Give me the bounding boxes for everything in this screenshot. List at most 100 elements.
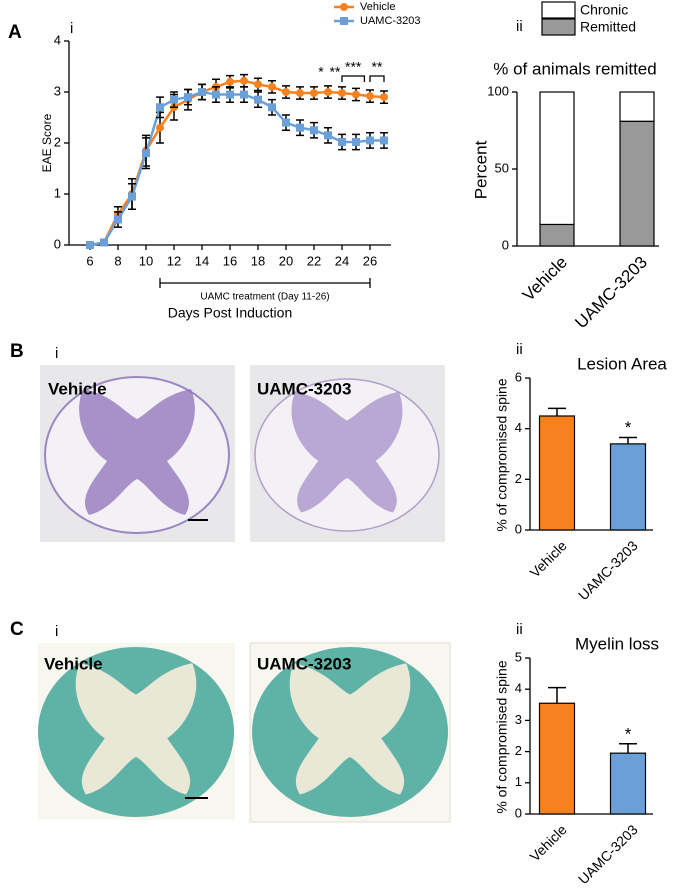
bar [609,752,647,815]
point [282,118,290,127]
x-tick-label: 16 [223,253,237,268]
point [268,82,276,91]
x-tick-label: 10 [139,253,153,268]
image-label: UAMC-3203 [257,379,351,398]
subpanel-label: i [55,345,58,362]
grey-matter [75,663,197,795]
x-tick-label: 20 [279,253,293,268]
x-tick-label: 14 [195,253,209,268]
y-tick-label: 1 [54,185,61,200]
subpanel-label: ii [516,341,523,358]
point [324,88,332,96]
significance-bracket [369,75,385,82]
x-tick-label: 24 [335,253,349,268]
point [142,149,150,158]
point [226,77,234,86]
point [198,88,206,96]
x-tick-label: Vehicle [526,821,569,864]
point [170,95,178,104]
x-axis-label: Days Post Induction [168,305,293,321]
point [240,90,248,99]
significance-label: ** [372,59,383,75]
y-axis-label: % of compromised spine [494,378,510,532]
point [184,93,192,102]
chart-title: Myelin loss [575,634,659,653]
micrograph-c [38,642,451,823]
point [338,89,346,98]
significance-label: * [625,724,632,743]
point [310,89,318,98]
significance-label: ** [330,64,341,80]
point [296,123,304,132]
y-tick-label: 6 [515,369,522,384]
point [268,103,276,112]
image-label: Vehicle [48,379,107,398]
series-line [89,79,385,247]
error-bar [619,743,637,754]
x-tick-label: 26 [363,253,377,268]
y-tick-label: 4 [515,420,522,435]
error-bar [548,686,566,704]
point [296,89,304,98]
y-tick-label: 0 [54,236,61,251]
y-tick-label: 50 [495,160,509,175]
x-tick-label: Vehicle [526,537,569,580]
subpanel-label: ii [516,621,523,638]
point [128,192,136,201]
point [254,95,262,104]
significance-bracket [341,75,366,82]
y-tick-label: 4 [54,32,61,47]
x-tick-label: 6 [86,253,93,268]
x-tick-label: UAMC-3203 [571,253,651,333]
panel-label: A [8,22,22,43]
y-axis-label: % of compromised spine [494,660,510,814]
legend-label: Chronic [580,2,628,18]
significance-label: * [318,64,324,80]
x-tick-label: 22 [307,253,321,268]
series-line [89,90,384,247]
x-tick-label: 18 [251,253,265,268]
y-tick-label: 100 [487,83,509,98]
x-tick-label: UAMC-3203 [575,537,641,603]
point [212,90,220,99]
significance-label: *** [345,59,362,75]
legend-swatch [541,1,576,19]
point [338,137,346,146]
chart-title: Lesion Area [577,354,667,373]
bar [609,443,647,531]
x-tick-label: Vehicle [519,253,571,305]
point [366,92,374,101]
legend-label: Vehicle [360,1,395,13]
bar-segment [539,91,575,226]
subpanel-label: i [55,623,58,640]
y-axis-label: EAE Score [40,113,54,172]
chart-title: % of animals remitted [493,59,656,78]
y-tick-label: 2 [515,471,522,486]
point [380,93,388,102]
significance-label: * [625,418,632,437]
error-bar [619,436,637,444]
point [254,80,262,89]
y-tick-label: 0 [515,521,522,536]
point [324,131,332,140]
point [114,215,122,224]
point [226,90,234,99]
bar [538,702,576,815]
y-tick-label: 3 [54,83,61,98]
grey-matter [79,389,195,515]
point [86,241,94,249]
error-bar [548,407,566,416]
point [156,103,164,112]
subpanel-label: i [70,20,73,37]
panel-label: C [10,619,24,640]
bar-segment [539,223,575,247]
x-tick-label: UAMC-3203 [575,821,641,887]
y-tick-label: 5 [515,649,522,664]
y-tick-label: 0 [502,237,509,252]
grey-matter [291,391,403,513]
bar-segment [619,91,655,122]
image-label: Vehicle [44,654,103,673]
legend-label: UAMC-3203 [360,15,421,27]
legend-swatch [541,18,576,36]
x-tick-label: 8 [114,253,121,268]
